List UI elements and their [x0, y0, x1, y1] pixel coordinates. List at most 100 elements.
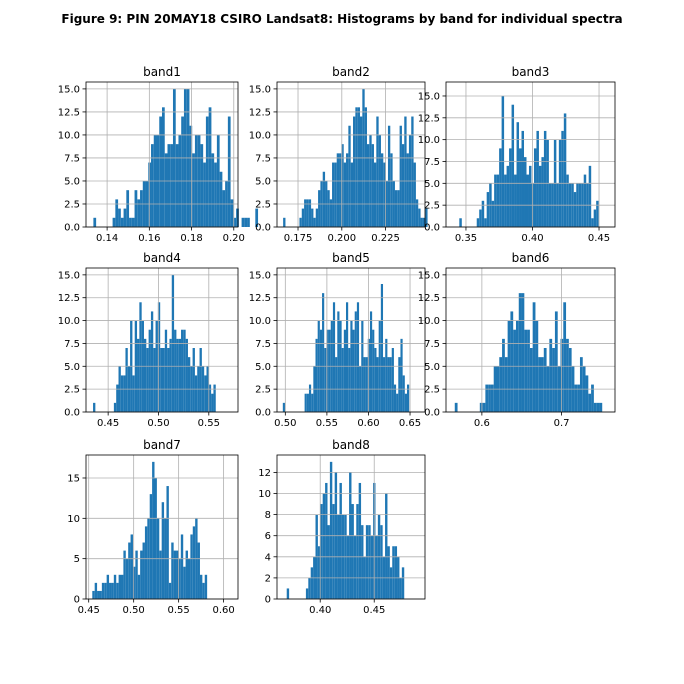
histogram-bar [204, 375, 207, 412]
histogram-bar [180, 534, 184, 599]
histogram-bar [541, 357, 544, 412]
y-tick-label: 15.0 [249, 84, 271, 95]
histogram-bar [118, 208, 121, 227]
histogram-bar [385, 493, 388, 599]
histogram-bar [591, 218, 594, 227]
histogram-bar [389, 357, 392, 412]
histogram-bar [167, 348, 170, 412]
histogram-bar [543, 348, 547, 412]
histogram-bar [194, 375, 198, 412]
histogram-bar [593, 209, 597, 227]
histogram-bar [334, 162, 337, 227]
histogram-bar [93, 217, 97, 227]
histogram-bar [376, 357, 379, 412]
histogram-bar [568, 348, 572, 412]
x-tick-label: 0.60 [357, 418, 379, 429]
histogram-bar [159, 116, 162, 227]
histogram-bar [120, 217, 124, 227]
histogram-bar [341, 144, 344, 227]
histogram-bar [397, 190, 400, 227]
histogram-bar [420, 217, 423, 227]
histogram-bar [599, 402, 603, 412]
histogram-bar [504, 174, 507, 227]
x-tick-label: 0.45 [363, 605, 385, 616]
histogram-bar [345, 302, 349, 412]
histogram-bar [354, 311, 357, 412]
histogram-bar [365, 525, 369, 599]
histogram-bar [109, 582, 112, 599]
histogram-bar [315, 338, 318, 412]
histogram-bar [120, 375, 124, 412]
histogram-bar [364, 107, 367, 227]
histogram-bar [125, 558, 129, 599]
histogram-bar [543, 130, 547, 227]
y-tick-label: 7.5 [424, 339, 440, 350]
histogram-bar [219, 171, 223, 227]
histogram-bar [343, 329, 346, 412]
histogram-bar [241, 217, 245, 227]
histogram-bar [348, 348, 351, 412]
histogram-bar [317, 546, 321, 599]
y-tick-label: 2.5 [424, 385, 440, 396]
histogram-bar [374, 348, 377, 412]
histogram-bar [591, 384, 594, 412]
histogram-bar [389, 567, 393, 599]
histogram-bar [151, 144, 154, 227]
x-tick-label: 0.55 [316, 418, 338, 429]
subplot-band5: 0.50 0.55 0.60 0.65 0.0 2.5 5.0 7.5 10.0 12.5 15.0… [249, 251, 426, 429]
subplot-title: band6 [512, 251, 550, 265]
y-tick-label: 2.5 [424, 201, 440, 212]
histogram-bar [140, 550, 143, 599]
histogram-bar [131, 217, 135, 227]
y-tick-label: 15.0 [58, 270, 80, 281]
histogram-bar [459, 218, 462, 227]
x-tick-label: 0.14 [96, 233, 118, 244]
histogram-bar [376, 116, 379, 227]
histogram-bar [521, 293, 525, 412]
histogram-bar [588, 393, 592, 412]
y-tick-label: 15.0 [418, 91, 440, 102]
figure-title: Figure 9: PIN 20MAY18 CSIRO Landsat8: Hi… [61, 12, 623, 26]
histogram-bar [92, 590, 95, 599]
axes-frame [85, 267, 239, 413]
histogram-bar [524, 157, 527, 227]
y-tick-label: 12.5 [249, 293, 271, 304]
histogram-bar [175, 144, 179, 227]
histogram-bar [162, 348, 165, 412]
histogram-bar [308, 384, 312, 412]
histogram-bar [566, 338, 569, 412]
axes-frame [276, 81, 426, 228]
histogram-bar [365, 357, 368, 412]
histogram-bar [149, 494, 153, 599]
histogram-bar [176, 338, 179, 412]
histogram-bar [162, 107, 165, 227]
histogram-bar [360, 116, 363, 227]
histogram-bar [104, 582, 107, 599]
y-tick-label: 10.0 [58, 316, 80, 327]
histogram-bar [519, 148, 522, 227]
histogram-bar [301, 208, 305, 227]
x-tick-label: 0.16 [138, 233, 160, 244]
histogram-bar [336, 153, 340, 227]
histogram-bar [499, 357, 503, 412]
histogram-bar [387, 357, 390, 412]
histogram-bar [339, 153, 342, 227]
histogram-bar [135, 550, 138, 599]
histogram-bar [111, 582, 114, 599]
x-tick-label: 0.60 [212, 605, 234, 616]
histogram-bar [306, 199, 309, 227]
histogram-bar [183, 329, 186, 412]
histogram-bar [168, 582, 172, 599]
y-tick-label: 15.0 [58, 84, 80, 95]
histogram-bar [183, 566, 186, 599]
y-tick-label: 0.0 [255, 223, 271, 234]
histogram-bar [484, 218, 487, 227]
histogram-bar [181, 116, 184, 227]
subplot-band6: 0.6 0.7 0.0 2.5 5.0 7.5 10.0 12.5 15.0 band6 [418, 251, 616, 429]
subplot-title: band5 [332, 251, 370, 265]
y-tick-label: 5.0 [64, 176, 80, 187]
histogram-bar [351, 504, 354, 599]
histogram-bar [353, 535, 357, 599]
histogram-bar [513, 329, 516, 412]
histogram-bar [394, 190, 398, 227]
